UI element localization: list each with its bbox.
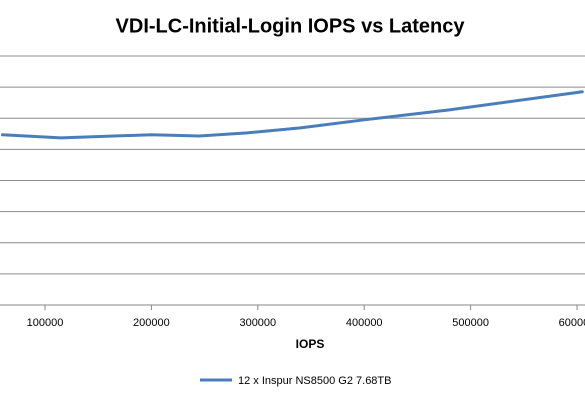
- x-tick-label: 600000: [559, 317, 585, 329]
- x-tick-label: 300000: [239, 317, 276, 329]
- x-axis-title: IOPS: [296, 337, 325, 351]
- x-tick-label: 400000: [346, 317, 383, 329]
- x-tick-label: 500000: [452, 317, 489, 329]
- chart-title: VDI-LC-Initial-Login IOPS vs Latency: [116, 15, 466, 37]
- x-tick-label: 200000: [133, 317, 170, 329]
- legend-label: 12 x Inspur NS8500 G2 7.68TB: [238, 375, 391, 387]
- data-line: [0, 90, 584, 140]
- x-tick-label: 100000: [27, 317, 64, 329]
